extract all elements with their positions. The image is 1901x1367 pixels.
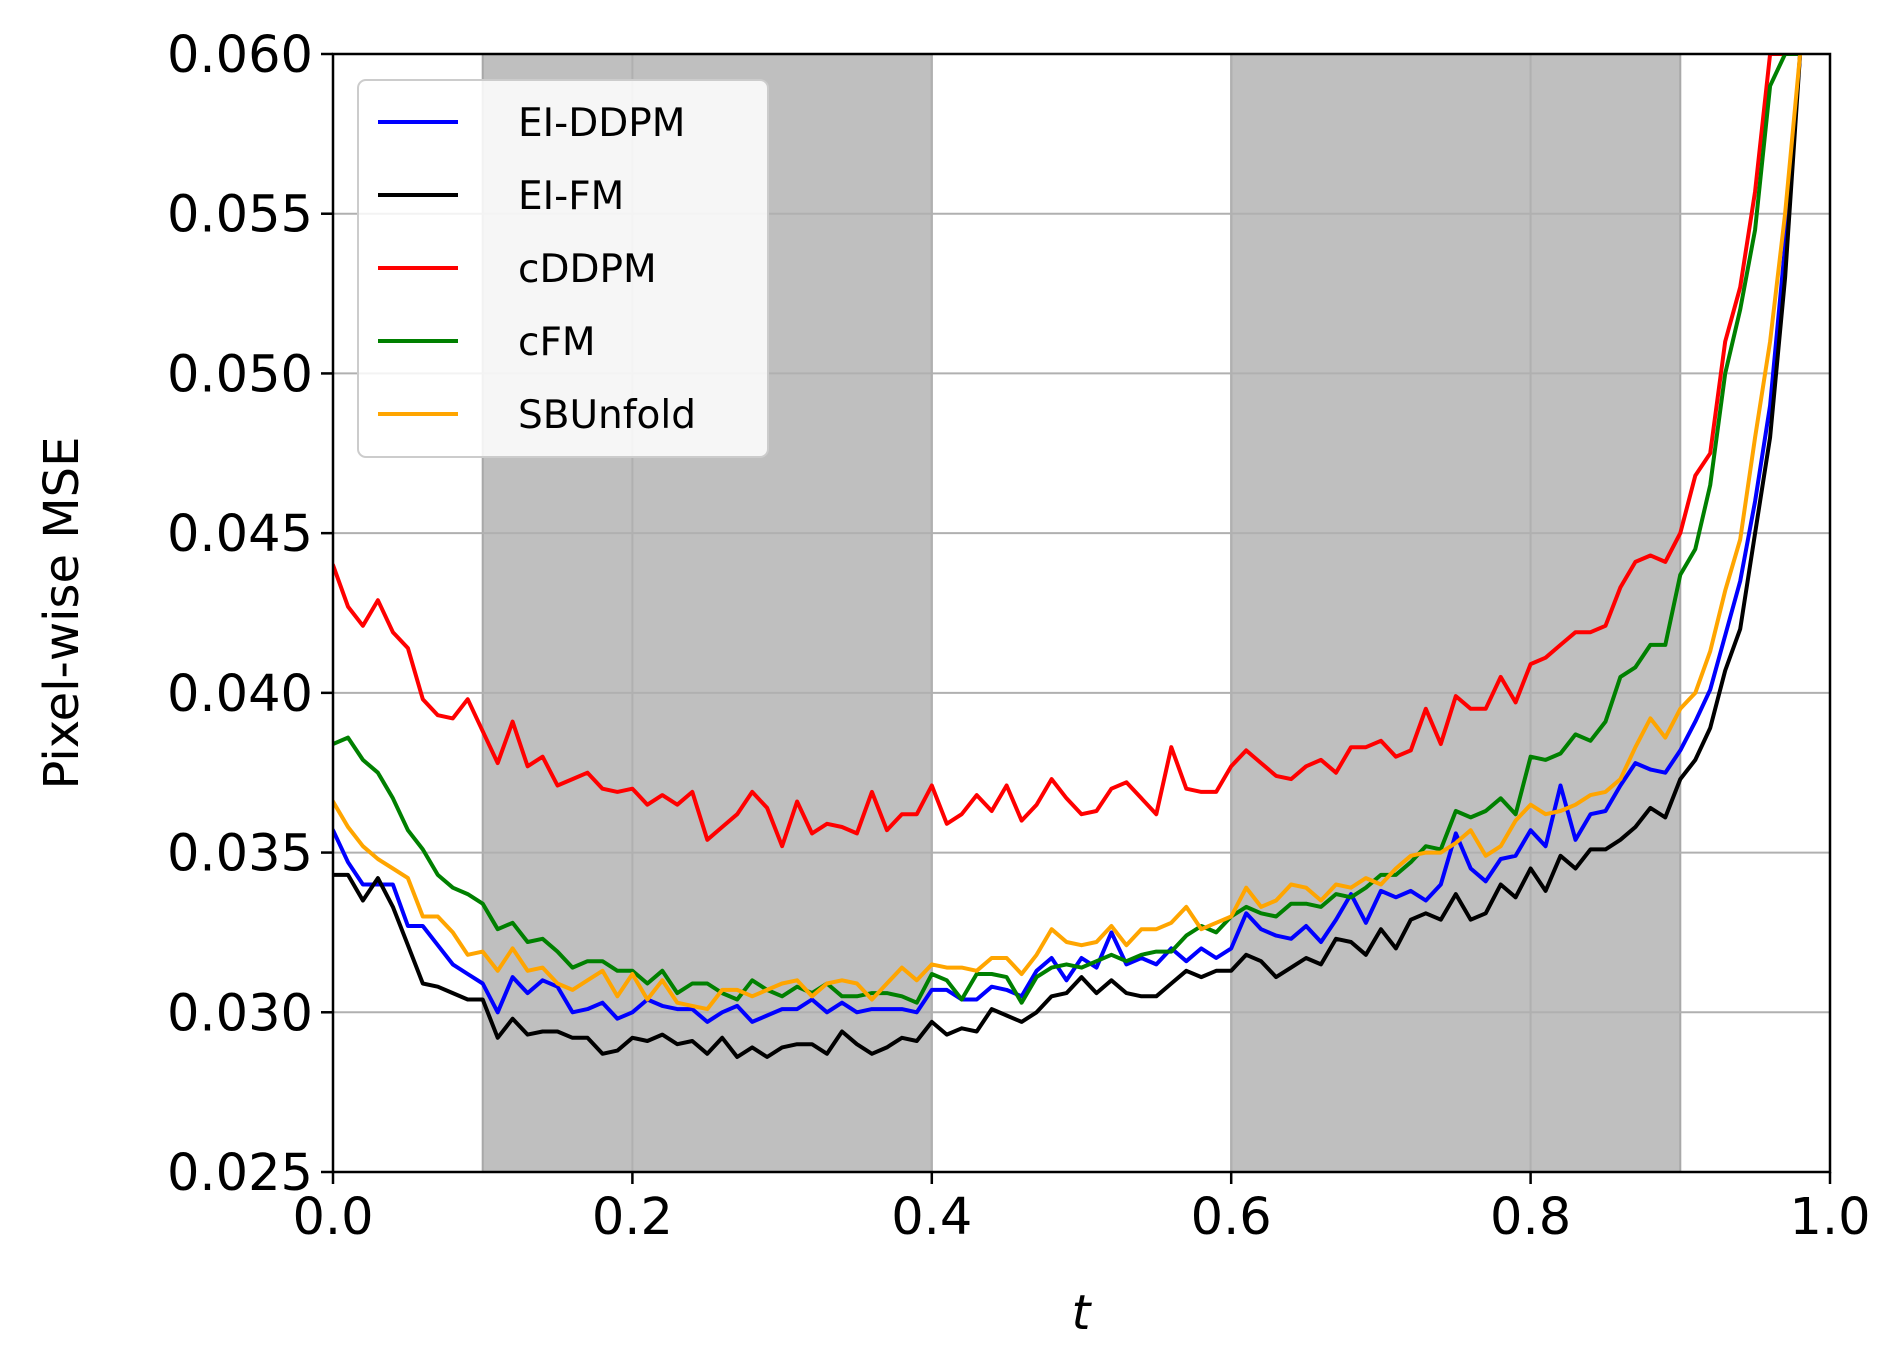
series-lines xyxy=(333,54,1803,1059)
legend-label: EI-DDPM xyxy=(518,101,685,146)
series-line-ei-ddpm xyxy=(333,54,1803,1024)
legend-label: SBUnfold xyxy=(518,393,696,438)
series-line-cddpm xyxy=(333,54,1803,849)
x-tick-label: 0.4 xyxy=(891,1188,972,1247)
x-axis-label: t xyxy=(1072,1285,1093,1341)
legend-label: cDDPM xyxy=(518,247,657,292)
shaded-region-1 xyxy=(1230,53,1682,1173)
plot-frame xyxy=(331,52,1832,1174)
series-line-sbunfold xyxy=(333,54,1803,1012)
y-tick-label: 0.025 xyxy=(167,1144,313,1203)
x-tick-label: 0.6 xyxy=(1191,1188,1272,1247)
x-tick-label: 0.2 xyxy=(592,1188,673,1247)
legend-label: EI-FM xyxy=(518,174,624,219)
y-tick-label: 0.030 xyxy=(167,984,313,1043)
y-tick-label: 0.055 xyxy=(167,186,313,245)
y-tick-label: 0.035 xyxy=(167,825,313,884)
x-tick-label: 1.0 xyxy=(1789,1188,1870,1247)
series-line-ei-fm xyxy=(333,54,1803,1059)
y-tick-label: 0.060 xyxy=(167,26,313,85)
y-axis-label: Pixel-wise MSE xyxy=(34,437,90,790)
y-tick-label: 0.050 xyxy=(167,345,313,404)
y-tick-label: 0.040 xyxy=(167,665,313,724)
series-line-cfm xyxy=(333,54,1803,1005)
legend-box xyxy=(357,79,769,458)
legend: EI-DDPM EI-FM cDDPM cFM SBUnfold xyxy=(357,79,769,458)
x-tick-label: 0.0 xyxy=(292,1188,373,1247)
x-tick-label: 0.8 xyxy=(1490,1188,1571,1247)
y-tick-label: 0.045 xyxy=(167,505,313,564)
axis-ticks: 0.0 0.2 0.4 0.6 0.8 1.0 0.025 0.030 0.035 0.040 0.… xyxy=(167,26,1871,1247)
legend-label: cFM xyxy=(518,320,596,365)
